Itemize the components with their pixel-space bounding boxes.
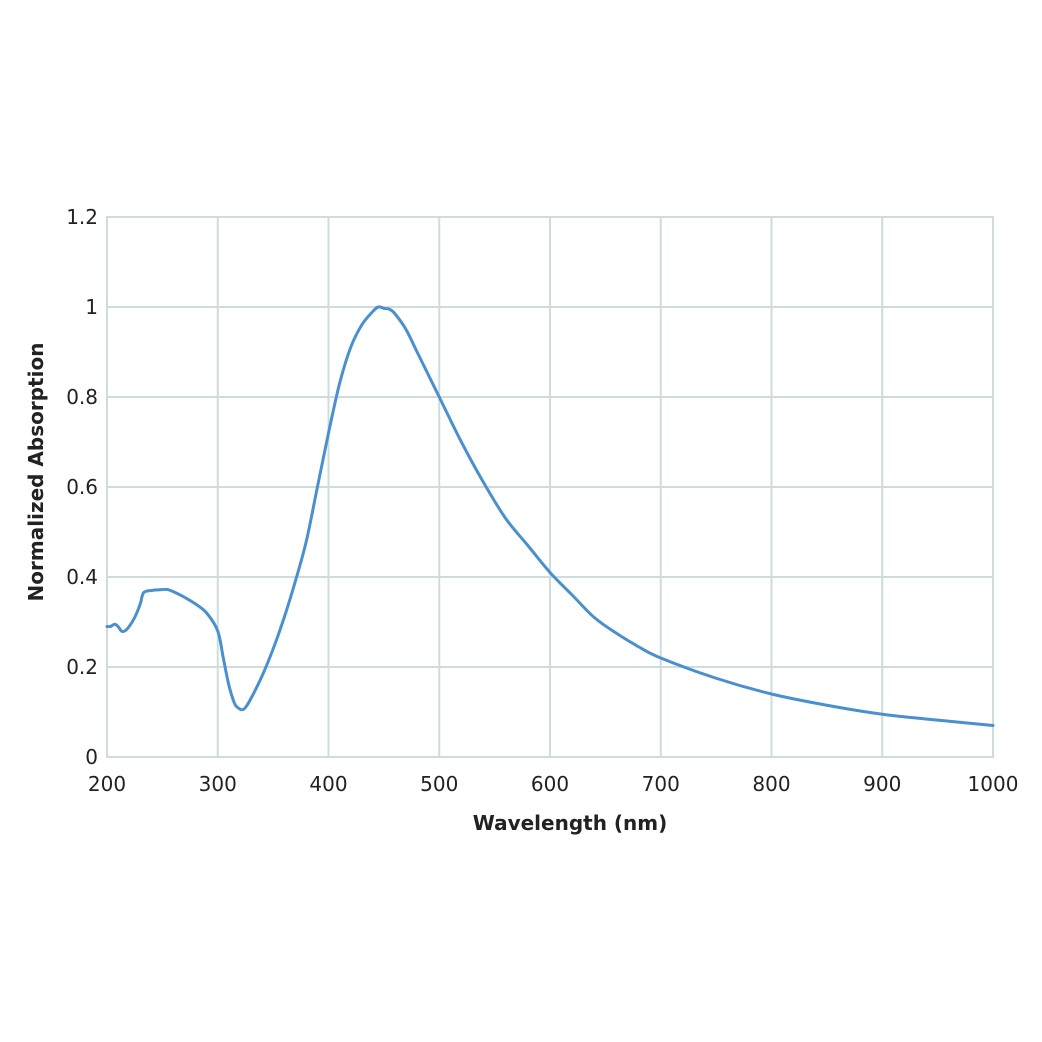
y-tick-label-1: 0.2 [66, 655, 98, 679]
y-tick-label-2: 0.4 [66, 565, 98, 589]
y-tick-label-5: 1 [85, 295, 98, 319]
x-tick-label-2: 400 [309, 772, 347, 796]
plot-border [106, 216, 994, 758]
x-axis-title: Wavelength (nm) [473, 811, 668, 835]
y-tick-label-6: 1.2 [66, 205, 98, 229]
x-tick-label-5: 700 [642, 772, 680, 796]
x-tick-label-7: 900 [863, 772, 901, 796]
grid [106, 216, 994, 758]
y-tick-labels: 0 0.2 0.4 0.6 0.8 1 1.2 [66, 205, 98, 769]
x-tick-label-6: 800 [752, 772, 790, 796]
series-line-0 [105, 305, 995, 727]
x-tick-label-1: 300 [199, 772, 237, 796]
y-axis-title: Normalized Absorption [24, 343, 48, 602]
x-tick-label-0: 200 [88, 772, 126, 796]
plot-frame [106, 216, 994, 758]
y-tick-label-3: 0.6 [66, 475, 98, 499]
y-tick-label-0: 0 [85, 745, 98, 769]
series-layer [105, 305, 995, 727]
x-tick-label-3: 500 [420, 772, 458, 796]
x-tick-labels: 200 300 400 500 600 700 800 900 1000 [88, 772, 1019, 796]
y-tick-label-4: 0.8 [66, 385, 98, 409]
x-tick-label-8: 1000 [968, 772, 1019, 796]
x-tick-label-4: 600 [531, 772, 569, 796]
